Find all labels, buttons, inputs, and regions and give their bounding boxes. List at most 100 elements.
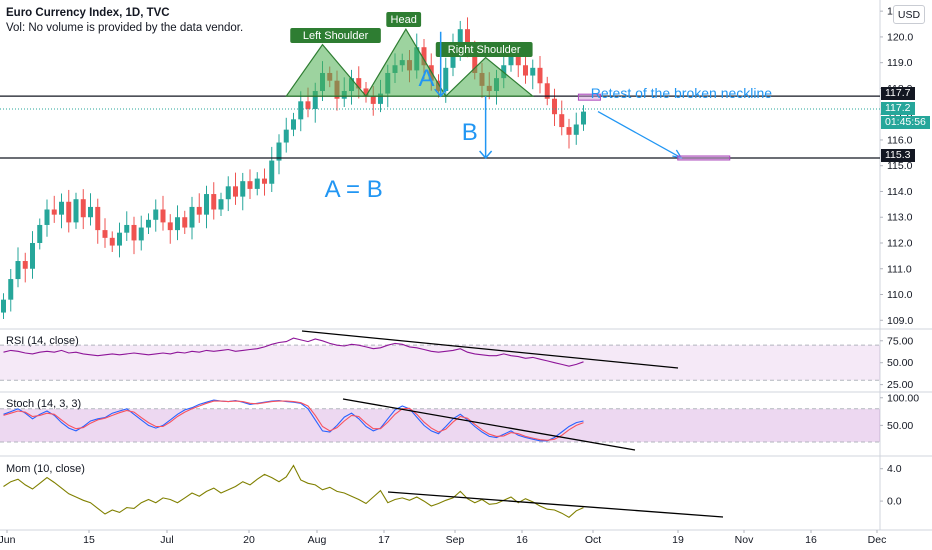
candle-body <box>196 206 202 215</box>
retest-marker <box>577 93 601 101</box>
candle-body <box>312 91 318 110</box>
candle-body <box>37 224 43 243</box>
candle-body <box>363 88 369 97</box>
candle-body <box>59 201 64 215</box>
candle-body <box>443 67 449 92</box>
time-tick-label: 15 <box>83 534 95 546</box>
time-tick-label: Nov <box>735 534 754 546</box>
left-shoulder-label: Left Shoulder <box>303 30 369 42</box>
candle-body <box>124 224 130 233</box>
price-tick-label: 112.0 <box>887 237 913 249</box>
right-shoulder-label-box <box>435 42 533 57</box>
price-tick-label: 109.0 <box>887 315 913 327</box>
candle-body <box>51 209 57 215</box>
candle-body <box>22 261 28 269</box>
candle-body <box>66 201 72 223</box>
candle-body <box>167 222 173 231</box>
candle-body <box>182 217 188 228</box>
time-tick-label: Oct <box>585 534 601 546</box>
head-label-box <box>386 12 422 27</box>
candle-body <box>291 119 296 130</box>
candle-body <box>254 178 260 189</box>
price-tick-label: 119.0 <box>887 57 913 69</box>
countdown-tag: 01:45:56 <box>881 116 930 129</box>
price-tick-label: 120.0 <box>887 31 913 43</box>
indicator-tick-label: 75.00 <box>887 335 913 347</box>
mom-label[interactable]: Mom (10, close) <box>6 463 85 475</box>
indicator-tick-label: 25.00 <box>887 379 913 391</box>
candle-body <box>283 129 289 143</box>
candle-body <box>44 209 50 225</box>
candle-body <box>211 194 217 210</box>
candle-body <box>247 181 253 189</box>
indicator-series-line <box>3 464 584 518</box>
indicator-series-line <box>3 399 584 442</box>
indicator-trendline <box>342 398 636 451</box>
candle-body <box>218 199 224 210</box>
measure-arrow-b-head <box>479 150 493 160</box>
rsi-label[interactable]: RSI (14, close) <box>6 335 79 347</box>
candle-body <box>233 186 238 197</box>
candle-body <box>552 98 557 115</box>
price-tick-label: 110.0 <box>887 289 913 301</box>
candle-body <box>421 47 427 66</box>
candle-body <box>131 224 137 241</box>
candle-body <box>225 186 231 200</box>
indicator-tick-label: 100.00 <box>887 392 919 404</box>
neckline-price-tag: 117.7 <box>881 87 915 100</box>
symbol-title: Euro Currency Index, 1D, TVC <box>6 7 170 19</box>
candle-body <box>581 111 586 125</box>
candle-body <box>262 178 267 184</box>
time-tick-label: 16 <box>516 534 528 546</box>
candle-body <box>175 217 180 231</box>
candle-body <box>566 127 572 135</box>
candle-body <box>146 219 151 228</box>
measure-label-a: A <box>419 65 435 92</box>
price-tick-label: 114.0 <box>887 186 913 198</box>
candle-body <box>30 242 35 269</box>
candle-body <box>102 230 108 238</box>
time-tick-label: 20 <box>243 534 255 546</box>
candle-body <box>95 206 101 231</box>
price-tick-label: 111.0 <box>887 263 912 275</box>
candle-body <box>240 181 246 197</box>
candle-body <box>117 232 122 246</box>
candle-body <box>537 67 543 84</box>
projection-arrow <box>597 111 682 159</box>
target-zone <box>677 155 731 161</box>
candle-body <box>80 199 86 218</box>
candle-body <box>378 93 383 104</box>
candle-body <box>189 206 195 228</box>
price-tick-label: 116.0 <box>887 134 913 146</box>
volume-note: Vol: No volume is provided by the data v… <box>6 22 244 34</box>
right-shoulder-label: Right Shoulder <box>448 44 521 56</box>
indicator-series-line <box>3 337 584 367</box>
candle-body <box>573 124 579 135</box>
candle-body <box>73 199 79 223</box>
pane-band <box>0 408 880 442</box>
stoch-label[interactable]: Stoch (14, 3, 3) <box>6 398 82 410</box>
candle-body <box>160 209 166 223</box>
price-tick-label: 113.0 <box>887 212 913 224</box>
target-price-tag: 115.3 <box>881 149 915 162</box>
candle-body <box>370 96 376 104</box>
time-tick-label: Jul <box>160 534 173 546</box>
indicator-trendline <box>301 330 679 369</box>
candle-body <box>109 237 115 246</box>
candle-body <box>450 47 456 68</box>
head-triangle <box>364 28 447 97</box>
candle-body <box>15 261 21 280</box>
candle-body <box>276 142 282 161</box>
candle-body <box>298 101 304 120</box>
price-tick-label: 115.0 <box>887 160 913 172</box>
current-price-tag: 117.2 <box>881 102 915 115</box>
indicator-tick-label: 50.00 <box>887 357 913 369</box>
left-shoulder-triangle <box>285 43 368 97</box>
right-shoulder-triangle <box>444 56 535 97</box>
candle-body <box>465 29 470 48</box>
candle-body <box>204 194 209 215</box>
currency-button[interactable]: USD <box>893 5 925 24</box>
candle-body <box>472 47 478 73</box>
